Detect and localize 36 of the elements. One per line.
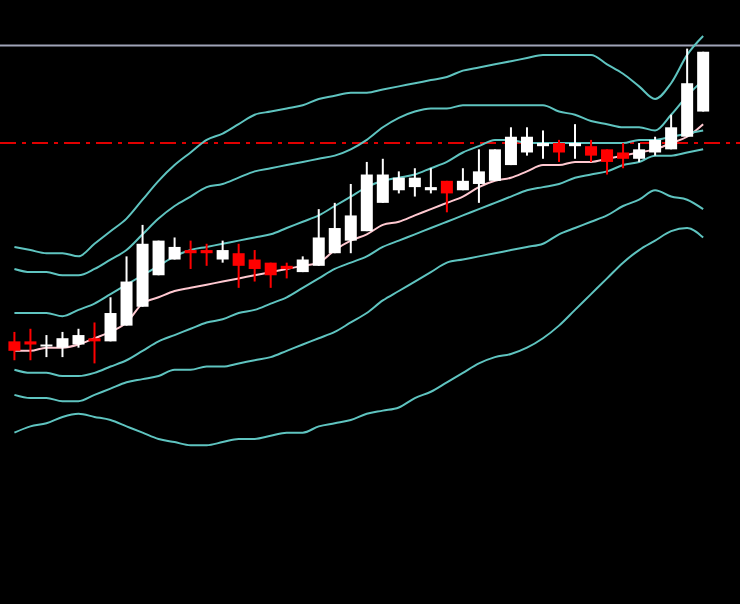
candlestick bbox=[408, 167, 421, 198]
candlestick bbox=[376, 157, 389, 204]
candlestick bbox=[601, 148, 614, 176]
candlestick bbox=[649, 135, 662, 157]
candlestick bbox=[424, 167, 437, 195]
candlestick bbox=[633, 142, 646, 163]
candlestick bbox=[264, 261, 277, 289]
candlestick bbox=[472, 148, 485, 204]
candlestick bbox=[504, 126, 517, 167]
candlestick bbox=[569, 123, 582, 160]
candlestick bbox=[553, 138, 565, 163]
candlestick bbox=[72, 327, 85, 349]
candlestick bbox=[24, 327, 37, 362]
candlestick bbox=[585, 138, 598, 163]
candlestick bbox=[216, 239, 229, 264]
candlestick bbox=[120, 255, 133, 327]
candlestick bbox=[536, 129, 549, 160]
candlestick bbox=[40, 334, 53, 359]
candlestick bbox=[617, 142, 630, 170]
candlestick bbox=[168, 236, 181, 261]
candlestick bbox=[440, 179, 453, 214]
candlestick bbox=[328, 201, 341, 255]
candlestick bbox=[232, 242, 245, 289]
candlestick bbox=[520, 126, 533, 157]
candlestick bbox=[488, 148, 501, 182]
candlestick bbox=[248, 249, 261, 283]
candlestick bbox=[312, 208, 325, 267]
candlestick bbox=[104, 296, 117, 343]
candlestick bbox=[88, 321, 101, 365]
candlestick bbox=[184, 239, 197, 270]
candlestick bbox=[8, 330, 21, 362]
candlestick bbox=[392, 170, 405, 195]
candlestick bbox=[200, 242, 213, 267]
candlestick bbox=[344, 182, 357, 255]
candlestick bbox=[665, 113, 678, 151]
candlestick bbox=[56, 330, 69, 359]
